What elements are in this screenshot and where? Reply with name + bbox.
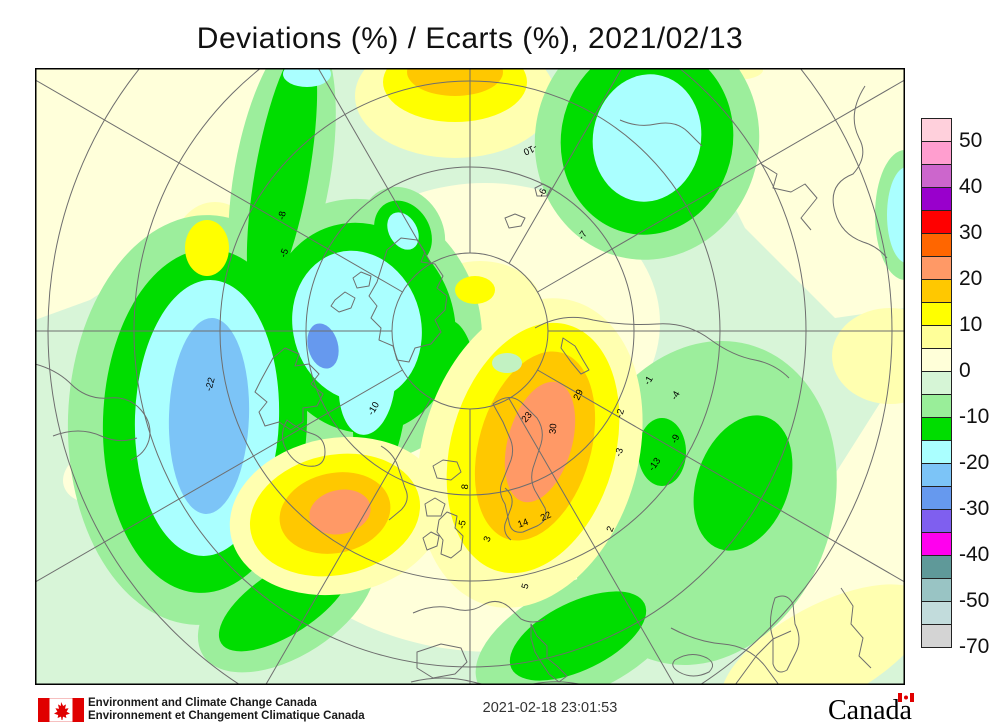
generation-timestamp: 2021-02-18 23:01:53 [482,700,618,716]
map-svg: -22-10-10-6-7-8-529233022148-13-9-2-4-1-… [35,68,905,685]
agency-name-fr: Environnement et Changement Climatique C… [88,709,365,722]
graticule [35,68,905,685]
deviation-map: -22 -10 -10 -6 -7 -8 -5 29 23 30 22 14 8 -13 -9 -2 -4 -1-… [35,68,905,685]
colorbar-box [921,532,952,556]
contour-label: 22 [539,510,553,524]
contour-labels: -22-10-10-6-7-8-529233022148-13-9-2-4-1-… [203,141,682,590]
colorbar-box [921,210,952,234]
map-border [35,68,905,685]
wordmark-flag-icon [897,693,914,702]
maple-leaf-icon [54,702,70,720]
contour-label: 3 [482,535,494,544]
contour-label: -10 [522,141,539,157]
colorbar-box [921,578,952,602]
colorbar-box [921,118,952,142]
colorbar-tick-label: -20 [959,451,990,474]
contour-label: -6 [536,187,550,199]
canada-flag-icon [38,698,84,722]
colorbar-box [921,371,952,395]
colorbar-box [921,141,952,165]
colorbar-tick-label: 0 [959,359,971,382]
contour-label: -9 [669,433,683,445]
contour-label: 8 [460,484,471,490]
colorbar-box [921,601,952,625]
colorbar-box [921,463,952,487]
contour-label: -2 [614,408,627,419]
contour-label: 29 [572,388,586,402]
coastlines [35,85,888,685]
agency-name-en: Environment and Climate Change Canada [88,697,317,709]
colorbar-tick-label: 40 [959,175,983,198]
colorbar-box [921,164,952,188]
colorbar-box [921,187,952,211]
colorbar-tick-label: -50 [959,589,990,612]
colorbar-box [921,233,952,257]
contour-label: -5 [456,519,468,529]
contour-fill-layer [35,68,905,685]
colorbar-box [921,440,952,464]
agency-name: Environment and Climate Change Canada En… [88,697,365,722]
colorbar-box [921,256,952,280]
colorbar-tick-label: 30 [959,221,983,244]
colorbar-tick-label: -30 [959,497,990,520]
colorbar-box [921,279,952,303]
colorbar-box [921,348,952,372]
colorbar [921,118,952,648]
colorbar-tick-label: 10 [959,313,983,336]
colorbar-tick-label: -10 [959,405,990,428]
colorbar-tick-label: -40 [959,543,990,566]
colorbar-box [921,302,952,326]
contour-label: 5 [520,582,532,590]
colorbar-box [921,325,952,349]
colorbar-box [921,486,952,510]
colorbar-box [921,555,952,579]
colorbar-tick-label: -70 [959,635,990,658]
contour-label: -5 [278,247,291,259]
contour-label: -22 [203,376,217,392]
contour-label: 2 [605,525,617,534]
colorbar-box [921,624,952,648]
colorbar-box [921,509,952,533]
colorbar-tick-label: 20 [959,267,983,290]
colorbar-box [921,417,952,441]
contour-label: 14 [516,517,530,531]
colorbar-tick-label: 50 [959,129,983,152]
colorbar-box [921,394,952,418]
contour-label: 30 [548,423,560,434]
page-title: Deviations (%) / Ecarts (%), 2021/02/13 [196,22,744,55]
canada-wordmark: Canada [828,693,914,726]
contour-label: -3 [613,447,626,458]
contour-label: -8 [276,210,288,220]
